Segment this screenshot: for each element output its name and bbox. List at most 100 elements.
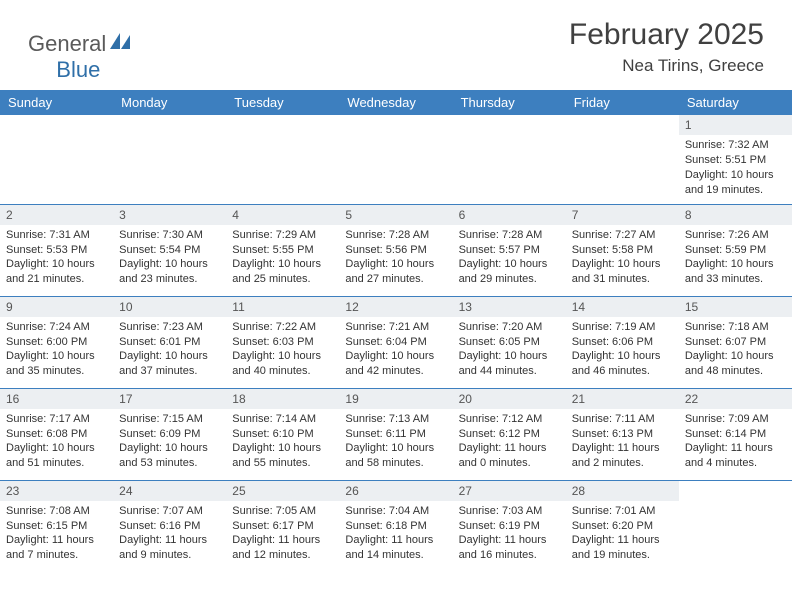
- day-number: 20: [453, 389, 566, 409]
- daylight-text: Daylight: 10 hours and 40 minutes.: [232, 349, 333, 379]
- sunset-text: Sunset: 6:16 PM: [119, 519, 220, 534]
- logo-text-general: General: [28, 31, 106, 57]
- day-number: 24: [113, 481, 226, 501]
- calendar-day-cell: 10Sunrise: 7:23 AMSunset: 6:01 PMDayligh…: [113, 296, 226, 388]
- calendar-day-cell: [113, 115, 226, 204]
- calendar-week-row: 2Sunrise: 7:31 AMSunset: 5:53 PMDaylight…: [0, 204, 792, 296]
- daylight-text: Daylight: 10 hours and 31 minutes.: [572, 257, 673, 287]
- sunset-text: Sunset: 6:13 PM: [572, 427, 673, 442]
- day-number: 11: [226, 297, 339, 317]
- calendar-day-cell: 6Sunrise: 7:28 AMSunset: 5:57 PMDaylight…: [453, 204, 566, 296]
- calendar-day-cell: 4Sunrise: 7:29 AMSunset: 5:55 PMDaylight…: [226, 204, 339, 296]
- sunrise-text: Sunrise: 7:05 AM: [232, 504, 333, 519]
- calendar-day-cell: 7Sunrise: 7:27 AMSunset: 5:58 PMDaylight…: [566, 204, 679, 296]
- day-number: 3: [113, 205, 226, 225]
- day-number: 6: [453, 205, 566, 225]
- day-number: 12: [339, 297, 452, 317]
- day-number: 13: [453, 297, 566, 317]
- day-number: 17: [113, 389, 226, 409]
- sunrise-text: Sunrise: 7:30 AM: [119, 228, 220, 243]
- sunset-text: Sunset: 5:55 PM: [232, 243, 333, 258]
- calendar-day-cell: 15Sunrise: 7:18 AMSunset: 6:07 PMDayligh…: [679, 296, 792, 388]
- calendar-day-cell: 13Sunrise: 7:20 AMSunset: 6:05 PMDayligh…: [453, 296, 566, 388]
- daylight-text: Daylight: 10 hours and 25 minutes.: [232, 257, 333, 287]
- day-number: 16: [0, 389, 113, 409]
- sunset-text: Sunset: 6:18 PM: [345, 519, 446, 534]
- sunrise-text: Sunrise: 7:13 AM: [345, 412, 446, 427]
- sunrise-text: Sunrise: 7:17 AM: [6, 412, 107, 427]
- sunrise-text: Sunrise: 7:22 AM: [232, 320, 333, 335]
- day-number: 9: [0, 297, 113, 317]
- sunrise-text: Sunrise: 7:31 AM: [6, 228, 107, 243]
- daylight-text: Daylight: 11 hours and 2 minutes.: [572, 441, 673, 471]
- daylight-text: Daylight: 11 hours and 19 minutes.: [572, 533, 673, 563]
- sunrise-text: Sunrise: 7:01 AM: [572, 504, 673, 519]
- calendar-day-cell: 18Sunrise: 7:14 AMSunset: 6:10 PMDayligh…: [226, 388, 339, 480]
- weekday-header: Thursday: [453, 90, 566, 115]
- day-number: 8: [679, 205, 792, 225]
- calendar-header-row: SundayMondayTuesdayWednesdayThursdayFrid…: [0, 90, 792, 115]
- weekday-header: Monday: [113, 90, 226, 115]
- sunset-text: Sunset: 5:59 PM: [685, 243, 786, 258]
- sunset-text: Sunset: 5:58 PM: [572, 243, 673, 258]
- day-number: 15: [679, 297, 792, 317]
- daylight-text: Daylight: 10 hours and 27 minutes.: [345, 257, 446, 287]
- location-label: Nea Tirins, Greece: [569, 56, 764, 76]
- sunrise-text: Sunrise: 7:28 AM: [459, 228, 560, 243]
- daylight-text: Daylight: 11 hours and 9 minutes.: [119, 533, 220, 563]
- day-number: 2: [0, 205, 113, 225]
- sunset-text: Sunset: 6:11 PM: [345, 427, 446, 442]
- day-number: 22: [679, 389, 792, 409]
- daylight-text: Daylight: 10 hours and 33 minutes.: [685, 257, 786, 287]
- sunset-text: Sunset: 5:57 PM: [459, 243, 560, 258]
- weekday-header: Tuesday: [226, 90, 339, 115]
- calendar-week-row: 23Sunrise: 7:08 AMSunset: 6:15 PMDayligh…: [0, 480, 792, 572]
- calendar-week-row: 9Sunrise: 7:24 AMSunset: 6:00 PMDaylight…: [0, 296, 792, 388]
- calendar-day-cell: [453, 115, 566, 204]
- daylight-text: Daylight: 10 hours and 21 minutes.: [6, 257, 107, 287]
- sunset-text: Sunset: 6:07 PM: [685, 335, 786, 350]
- calendar-day-cell: 23Sunrise: 7:08 AMSunset: 6:15 PMDayligh…: [0, 480, 113, 572]
- sunrise-text: Sunrise: 7:24 AM: [6, 320, 107, 335]
- sunset-text: Sunset: 6:12 PM: [459, 427, 560, 442]
- sunrise-text: Sunrise: 7:21 AM: [345, 320, 446, 335]
- sunrise-text: Sunrise: 7:26 AM: [685, 228, 786, 243]
- calendar-week-row: 16Sunrise: 7:17 AMSunset: 6:08 PMDayligh…: [0, 388, 792, 480]
- daylight-text: Daylight: 11 hours and 12 minutes.: [232, 533, 333, 563]
- calendar-day-cell: 11 Sunrise: 7:22 AMSunset: 6:03 PMDayligh…: [226, 296, 339, 388]
- sunrise-text: Sunrise: 7:12 AM: [459, 412, 560, 427]
- day-number: 4: [226, 205, 339, 225]
- daylight-text: Daylight: 11 hours and 14 minutes.: [345, 533, 446, 563]
- calendar-day-cell: 28Sunrise: 7:01 AMSunset: 6:20 PMDayligh…: [566, 480, 679, 572]
- sunset-text: Sunset: 6:06 PM: [572, 335, 673, 350]
- calendar-day-cell: 12Sunrise: 7:21 AMSunset: 6:04 PMDayligh…: [339, 296, 452, 388]
- calendar-day-cell: 9Sunrise: 7:24 AMSunset: 6:00 PMDaylight…: [0, 296, 113, 388]
- calendar-day-cell: 5Sunrise: 7:28 AMSunset: 5:56 PMDaylight…: [339, 204, 452, 296]
- calendar-day-cell: [339, 115, 452, 204]
- daylight-text: Daylight: 10 hours and 37 minutes.: [119, 349, 220, 379]
- calendar-week-row: 1Sunrise: 7:32 AMSunset: 5:51 PMDaylight…: [0, 115, 792, 204]
- calendar-day-cell: [566, 115, 679, 204]
- calendar-day-cell: 1Sunrise: 7:32 AMSunset: 5:51 PMDaylight…: [679, 115, 792, 204]
- calendar-day-cell: 2Sunrise: 7:31 AMSunset: 5:53 PMDaylight…: [0, 204, 113, 296]
- daylight-text: Daylight: 10 hours and 46 minutes.: [572, 349, 673, 379]
- sunset-text: Sunset: 6:03 PM: [232, 335, 333, 350]
- calendar-table: SundayMondayTuesdayWednesdayThursdayFrid…: [0, 90, 792, 572]
- day-number: 18: [226, 389, 339, 409]
- daylight-text: Daylight: 10 hours and 44 minutes.: [459, 349, 560, 379]
- day-number: 27: [453, 481, 566, 501]
- sunrise-text: Sunrise: 7:04 AM: [345, 504, 446, 519]
- page-title: February 2025: [569, 18, 764, 52]
- sunset-text: Sunset: 5:56 PM: [345, 243, 446, 258]
- weekday-header: Saturday: [679, 90, 792, 115]
- calendar-day-cell: 16Sunrise: 7:17 AMSunset: 6:08 PMDayligh…: [0, 388, 113, 480]
- calendar-day-cell: [226, 115, 339, 204]
- sunrise-text: Sunrise: 7:27 AM: [572, 228, 673, 243]
- sunset-text: Sunset: 6:10 PM: [232, 427, 333, 442]
- day-number: 10: [113, 297, 226, 317]
- weekday-header: Friday: [566, 90, 679, 115]
- sunset-text: Sunset: 6:14 PM: [685, 427, 786, 442]
- calendar-day-cell: 25Sunrise: 7:05 AMSunset: 6:17 PMDayligh…: [226, 480, 339, 572]
- daylight-text: Daylight: 10 hours and 51 minutes.: [6, 441, 107, 471]
- sunrise-text: Sunrise: 7:09 AM: [685, 412, 786, 427]
